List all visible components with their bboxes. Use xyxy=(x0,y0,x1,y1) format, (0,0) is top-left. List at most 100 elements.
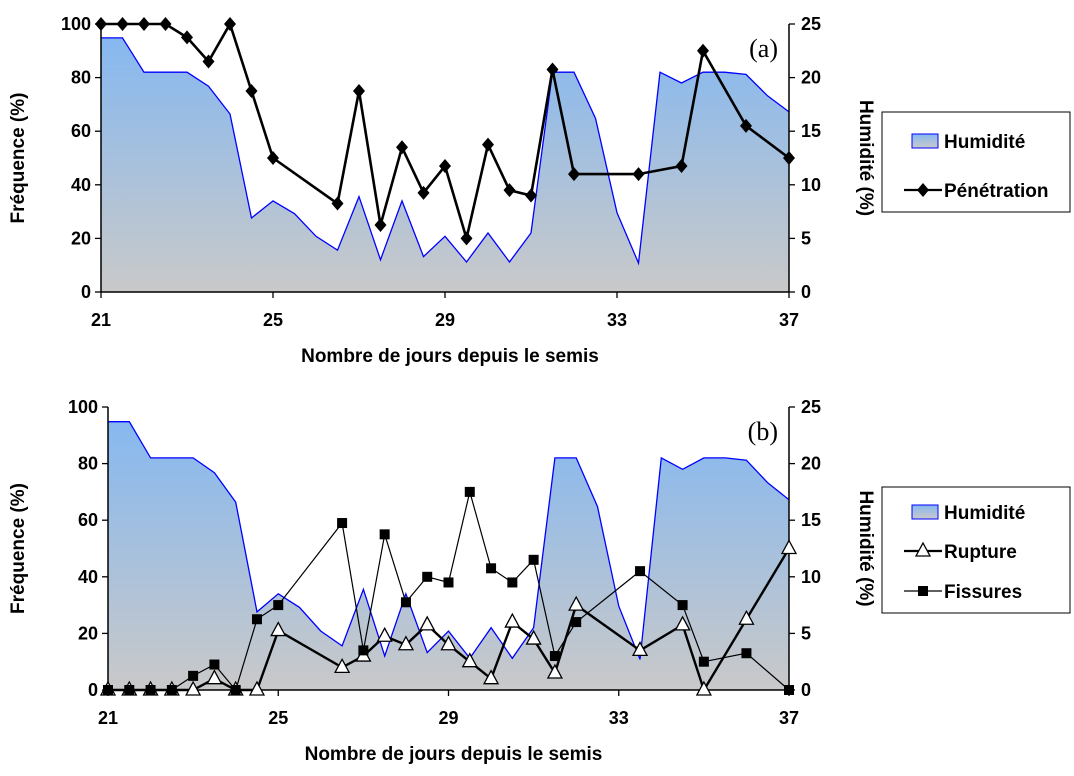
panel-b-square-point xyxy=(486,563,497,574)
panel-a-ytick-label: 80 xyxy=(71,68,91,88)
panel-b-square-point xyxy=(784,685,794,695)
panel-b-ytick-label: 20 xyxy=(78,623,98,643)
panel-a-diamond-point xyxy=(503,183,516,198)
panel-a-y2tick-label: 25 xyxy=(801,14,821,34)
panel-b-ytick-label: 60 xyxy=(78,510,98,530)
panel-a-ylabel: Fréquence (%) xyxy=(8,93,29,224)
panel-b-legend-triangle-marker xyxy=(914,541,932,557)
panel-b-triangle-point xyxy=(206,669,223,685)
panel-a-legend-frame xyxy=(881,111,1071,213)
panel-b-y2tick-label: 15 xyxy=(801,510,821,530)
panel-b-square-point xyxy=(251,614,262,625)
panel-b-square-point xyxy=(507,577,518,588)
panel-a-diamond-point xyxy=(675,159,688,174)
panel-a-legend-diamond-marker xyxy=(917,183,929,197)
panel-b-triangle-point xyxy=(695,680,712,696)
panel-b-square-point xyxy=(464,486,475,497)
panel-a-legend-humidity-swatch xyxy=(911,133,939,149)
panel-b-square-point xyxy=(273,600,284,611)
panel-a-y2tick-label: 20 xyxy=(801,68,821,88)
panel-a-diamond-point xyxy=(224,17,236,31)
panel-b-square-point xyxy=(400,597,411,608)
panel-b-square-point xyxy=(549,651,560,662)
panel-a-series-diamond-line xyxy=(101,20,790,244)
panel-b-ytick-label: 40 xyxy=(78,567,98,587)
panel-a-humidity-outline xyxy=(101,37,790,266)
panel-b-square-point xyxy=(571,617,582,628)
panel-b-triangle-point xyxy=(568,595,585,611)
panel-b-triangle-point xyxy=(270,621,287,637)
panel-b-xtick-label: 37 xyxy=(779,708,799,728)
panel-b-legend-fissures-label: Fissures xyxy=(944,582,1022,603)
panel-a-legend: Humidité Pénétration xyxy=(881,111,1071,213)
panel-a-diamond-point xyxy=(181,30,193,45)
panel-b-triangle-point xyxy=(461,652,478,668)
panel-a-diamond-point xyxy=(159,17,172,31)
panel-a-diamond-point xyxy=(783,151,795,165)
panel-a-diamond-point xyxy=(95,17,107,31)
panel-b-square-point xyxy=(379,529,390,540)
panel-a-diamond-point xyxy=(482,137,494,152)
panel-a-humidity-area xyxy=(101,37,789,293)
panel-a: 0 20 40 60 80 100 0 5 10 15 20 25 21 25 29 33 37 (a) Nom… xyxy=(8,14,1071,367)
panel-a-xtick-label: 37 xyxy=(779,310,799,330)
panel-a-diamond-point xyxy=(546,62,559,77)
panel-a-ylabel-right: Humidité (%) xyxy=(855,100,876,216)
panel-b-ytick-label: 80 xyxy=(78,454,98,474)
panel-a-diamond-point xyxy=(267,151,279,165)
panel-b-xtick-label: 29 xyxy=(438,708,458,728)
panel-b-triangle-point xyxy=(525,629,542,645)
panel-a-diamond-point xyxy=(353,84,365,98)
panel-a-ytick-label: 60 xyxy=(71,121,91,141)
panel-a-xtick-label: 25 xyxy=(263,310,283,330)
panel-a-diamond-point xyxy=(396,140,408,155)
panel-b-ytick-label: 0 xyxy=(88,680,98,700)
panel-b-triangle-point xyxy=(546,663,563,679)
panel-b-xtick-label: 21 xyxy=(98,708,118,728)
panel-b-legend: Humidité Rupture Fissures xyxy=(881,486,1071,614)
panel-b-triangle-point xyxy=(419,615,436,631)
panel-a-diamond-point xyxy=(202,54,215,69)
panel-b-square-point xyxy=(635,566,646,577)
panel-b-square-point xyxy=(422,571,433,582)
panel-a-diamond-point xyxy=(138,17,150,31)
panel-b-xtick-label: 33 xyxy=(609,708,629,728)
panel-b-legend-humidity-swatch xyxy=(911,504,939,520)
panel-b-y2tick-label: 10 xyxy=(801,567,821,587)
panel-a-diamond-point xyxy=(331,196,344,211)
panel-a-diamond-point xyxy=(525,188,537,203)
panel-b-triangle-point xyxy=(780,539,798,555)
panel-b-legend-square-marker xyxy=(918,586,928,596)
panel-a-diamond-point xyxy=(116,17,129,31)
panel-b-triangle-point xyxy=(631,641,649,657)
panel-b-triangle-point xyxy=(674,615,691,631)
panel-b-y2tick-label: 0 xyxy=(801,680,811,700)
panel-b-ylabel-right: Humidité (%) xyxy=(855,490,876,606)
panel-a-legend-humidity-label: Humidité xyxy=(944,132,1025,153)
panel-b-square-point xyxy=(166,685,177,695)
panel-a-diamond-point xyxy=(245,84,258,98)
panel-b-triangle-point xyxy=(334,657,351,674)
panel-b-triangle-point xyxy=(482,669,500,685)
panel-b-xlabel: Nombre de jours depuis le semis xyxy=(305,744,603,765)
panel-a-ytick-label: 20 xyxy=(71,228,91,248)
panel-b-humidity-outline xyxy=(108,421,790,660)
panel-a-diamond-point xyxy=(568,167,580,182)
panel-b-y2tick-label: 20 xyxy=(801,454,821,474)
panel-a-diamond-point xyxy=(374,218,387,232)
panel-a-y2tick-label: 0 xyxy=(801,282,811,302)
panel-b-legend-humidity-label: Humidité xyxy=(944,503,1025,524)
panel-a-y2tick-label: 15 xyxy=(801,121,821,141)
panel-a-xtick-label: 33 xyxy=(607,310,627,330)
panel-b-square-point xyxy=(124,685,135,695)
panel-a-diamond-point xyxy=(439,159,451,174)
panel-b-triangle-point xyxy=(185,680,202,696)
panel-b: 0 20 40 60 80 100 0 5 10 15 20 25 21 25 29 33 37 (b) Nom… xyxy=(8,397,1071,765)
panel-b-square-point xyxy=(358,645,369,656)
panel-b-square-point xyxy=(188,670,199,681)
panel-b-triangle-point xyxy=(440,635,457,651)
panel-b-square-point xyxy=(209,659,220,670)
panel-b-square-point xyxy=(741,648,752,659)
panel-a-xtick-label: 21 xyxy=(91,310,111,330)
